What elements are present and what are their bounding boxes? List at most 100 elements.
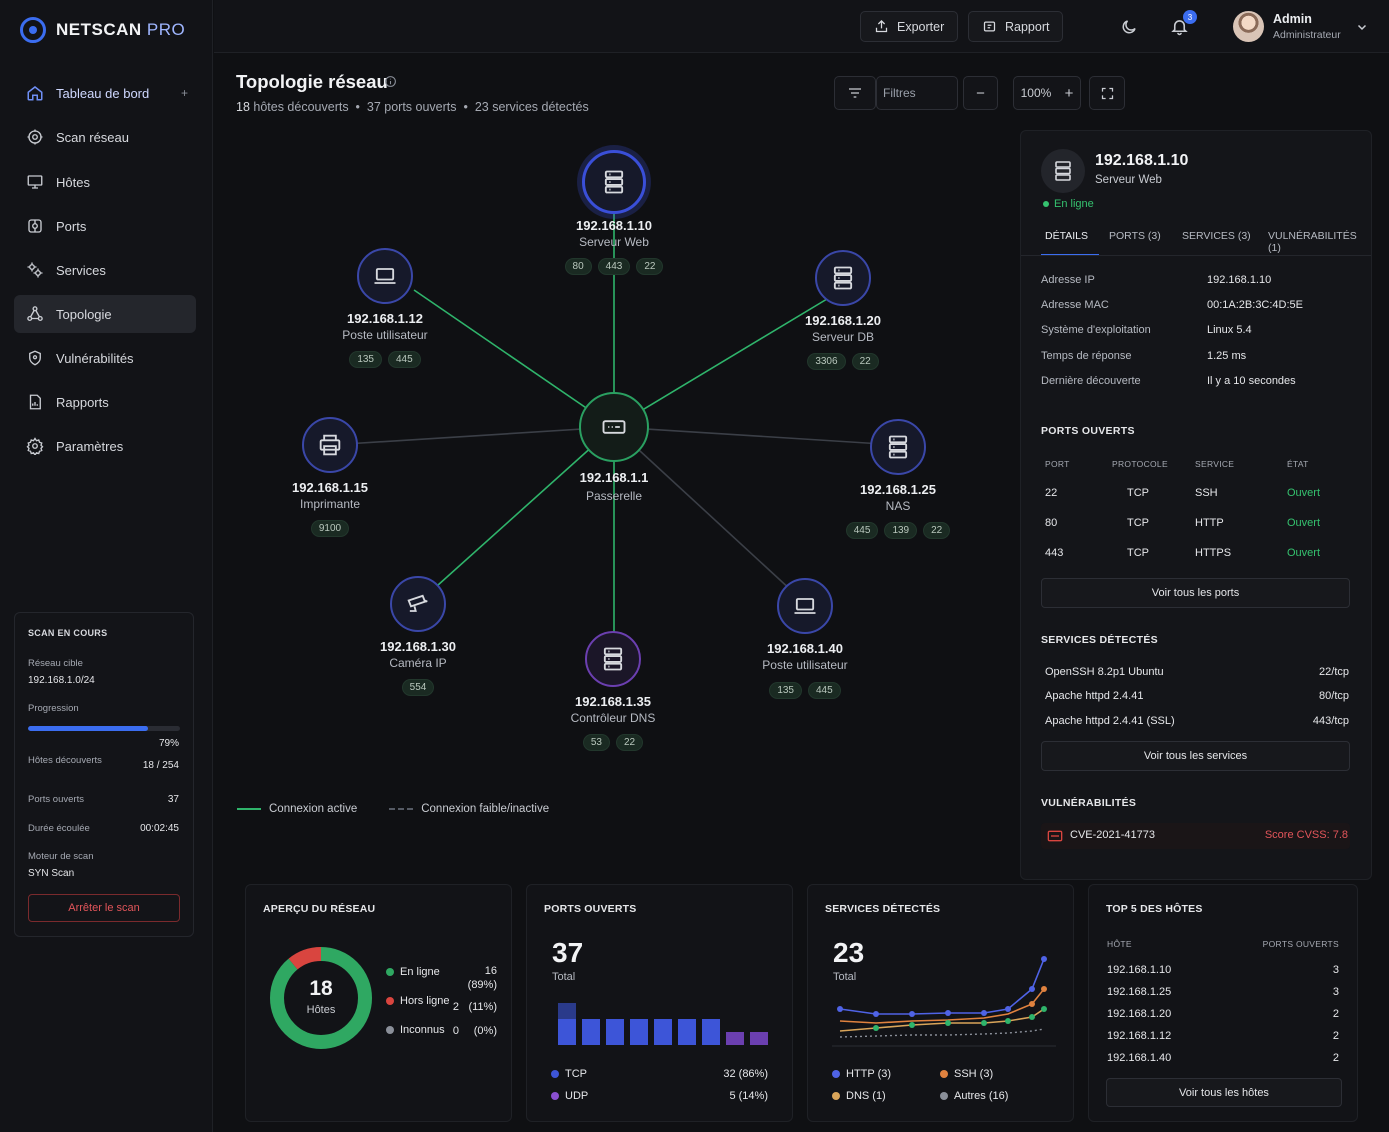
server-icon: [888, 435, 908, 459]
node-user-40[interactable]: [777, 578, 833, 634]
node-role: Passerelle: [585, 489, 643, 503]
field-value: 00:1A:2B:3C:4D:5E: [1207, 299, 1304, 311]
sidebar-item-services[interactable]: Services: [14, 251, 196, 289]
card-title: APERÇU DU RÉSEAU: [263, 903, 376, 915]
sidebar-item-reports[interactable]: Rapports: [14, 383, 196, 421]
port-chip[interactable]: 135: [769, 682, 802, 699]
offline-pct: (11%): [468, 1001, 497, 1013]
node-dns-controller[interactable]: [585, 631, 641, 687]
view-all-services-button[interactable]: Voir tous les services: [1041, 741, 1350, 771]
port-chip[interactable]: 80: [564, 258, 592, 275]
server-icon: [604, 170, 624, 194]
sidebar-item-topology[interactable]: Topologie: [14, 295, 196, 333]
port-chip[interactable]: 135: [349, 351, 382, 368]
node-camera[interactable]: [390, 576, 446, 632]
avatar[interactable]: [1233, 11, 1264, 42]
port-chip[interactable]: 22: [616, 734, 644, 751]
port-chip[interactable]: 22: [851, 353, 879, 370]
page-subtitle: 18 hôtes découverts • 37 ports ouverts •…: [236, 100, 589, 114]
node-nas[interactable]: [870, 419, 926, 475]
port-chip[interactable]: 22: [636, 258, 664, 275]
dark-mode-icon[interactable]: [1120, 18, 1138, 36]
port-state: Ouvert: [1287, 487, 1321, 499]
node-port-chips: 9100: [230, 520, 430, 537]
node-ip: 192.168.1.10: [576, 218, 652, 233]
port-chip[interactable]: 554: [401, 679, 435, 696]
port-chip[interactable]: 139: [884, 522, 918, 539]
node-web-server[interactable]: [582, 150, 646, 214]
chevron-down-icon[interactable]: [1356, 21, 1368, 33]
ports-total: 37: [552, 937, 584, 968]
port-chip[interactable]: 3306: [807, 353, 846, 370]
ports-icon: [26, 217, 44, 235]
node-ip: 192.168.1.40: [767, 641, 843, 656]
node-gateway[interactable]: [579, 392, 649, 462]
view-all-ports-button[interactable]: Voir tous les ports: [1041, 578, 1350, 608]
sidebar-item-hosts[interactable]: Hôtes: [14, 163, 196, 201]
filter-input[interactable]: Filtres: [876, 76, 958, 110]
alert-icon: [1047, 830, 1063, 842]
card-title: PORTS OUVERTS: [544, 903, 637, 915]
port-chip[interactable]: 443: [597, 258, 631, 275]
server-icon: [833, 266, 853, 290]
legend-others: Autres (16): [940, 1090, 1008, 1102]
hosts-donut-chart: [270, 947, 372, 1049]
services-total: 23: [833, 937, 865, 968]
sidebar-item-dashboard[interactable]: Tableau de bord +: [14, 74, 196, 112]
series-ssh: [839, 988, 1045, 1024]
sidebar-item-label: Tableau de bord: [56, 85, 150, 101]
sidebar-item-scan[interactable]: Scan réseau: [14, 118, 196, 156]
port-chip[interactable]: 445: [808, 682, 841, 699]
vuln-row[interactable]: CVE-2021-41773 Score CVSS: 7.8: [1041, 823, 1350, 849]
node-user-12[interactable]: [357, 248, 413, 304]
stop-scan-button[interactable]: Arrêter le scan: [28, 894, 180, 922]
port-chip[interactable]: 53: [582, 734, 610, 751]
legend-inactive-swatch: [389, 808, 414, 810]
scan-hosts-value: 18 / 254: [142, 760, 179, 771]
legend-http: HTTP (3): [832, 1068, 891, 1080]
report-button[interactable]: Rapport: [968, 11, 1064, 42]
table-row[interactable]: 192.168.1.25 3: [1107, 986, 1339, 998]
filter-icon: [849, 88, 861, 98]
vuln-score: Score CVSS: 7.8: [1264, 829, 1348, 841]
table-row[interactable]: 192.168.1.12 2: [1107, 1030, 1339, 1042]
table-row[interactable]: 192.168.1.20 2: [1107, 1008, 1339, 1020]
tab-services[interactable]: SERVICES (3): [1182, 230, 1251, 242]
top-hosts-card: TOP 5 DES HÔTES HÔTE PORTS OUVERTS 192.1…: [1088, 884, 1358, 1122]
zoom-in-button[interactable]: +: [1064, 84, 1074, 102]
dashboard-icon: [26, 84, 44, 102]
topology-canvas[interactable]: 192.168.1.1 Passerelle 192.168.1.10 Serv…: [214, 120, 1014, 880]
zoom-out-button[interactable]: −: [963, 76, 998, 110]
logo[interactable]: NETSCAN PRO: [20, 17, 185, 43]
tab-ports[interactable]: PORTS (3): [1109, 230, 1161, 242]
detail-tabs: DÉTAILS PORTS (3) SERVICES (3) VULNÉRABI…: [1041, 230, 1374, 256]
port-chip[interactable]: 22: [923, 522, 951, 539]
table-row[interactable]: 192.168.1.40 2: [1107, 1052, 1339, 1064]
table-row[interactable]: 192.168.1.10 3: [1107, 964, 1339, 976]
view-all-hosts-button[interactable]: Voir tous les hôtes: [1106, 1078, 1342, 1107]
export-icon: [875, 19, 888, 33]
port-chip[interactable]: 9100: [310, 520, 350, 537]
tabs-divider: [1021, 255, 1371, 256]
tab-details[interactable]: DÉTAILS: [1041, 230, 1099, 256]
port-chip[interactable]: 445: [388, 351, 421, 368]
sidebar-item-ports[interactable]: Ports: [14, 207, 196, 245]
export-button[interactable]: Exporter: [860, 11, 959, 42]
tab-vulnerabilities[interactable]: VULNÉRABILITÉS (1): [1268, 230, 1357, 254]
node-db-server[interactable]: [815, 250, 871, 306]
sidebar-item-vulnerabilities[interactable]: Vulnérabilités: [14, 339, 196, 377]
port-chip[interactable]: 445: [845, 522, 879, 539]
field-value: Il y a 10 secondes: [1207, 375, 1296, 387]
expand-icon[interactable]: +: [180, 86, 188, 100]
laptop-icon: [794, 598, 816, 614]
node-printer[interactable]: [302, 417, 358, 473]
port-state: Ouvert: [1287, 547, 1321, 559]
report-icon: [26, 393, 44, 411]
filter-button[interactable]: [834, 76, 876, 110]
fullscreen-button[interactable]: [1089, 76, 1125, 110]
bell-icon[interactable]: [1170, 17, 1189, 36]
sidebar-item-settings[interactable]: Paramètres: [14, 427, 196, 465]
port-service: HTTPS: [1195, 547, 1232, 559]
port-number: 80: [1045, 517, 1058, 529]
info-icon[interactable]: [384, 75, 397, 88]
